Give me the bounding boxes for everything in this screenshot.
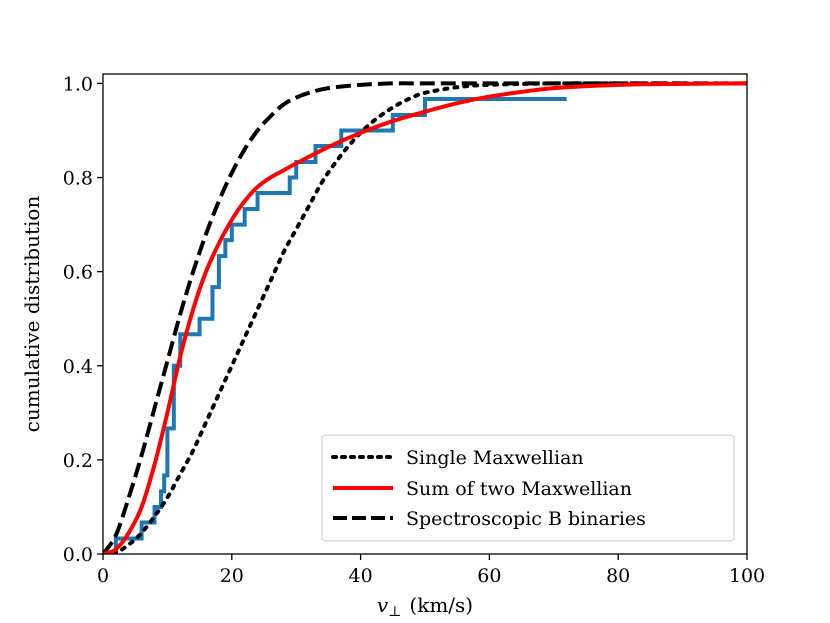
y-tick-label: 0.4: [63, 356, 93, 378]
x-axis-label: v⊥ (km/s): [377, 593, 473, 620]
plot-frame: [102, 73, 748, 555]
y-tick-label: 0.6: [63, 262, 93, 284]
single-maxwellian-line: [103, 81, 747, 554]
x-tick-label: 20: [220, 565, 244, 587]
x-tick-label: 60: [477, 565, 501, 587]
x-tick-label: 40: [349, 565, 373, 587]
spectroscopic-binaries-line: [103, 81, 747, 554]
y-axis-label: cumulative distribution: [20, 196, 44, 433]
x-tick-label: 100: [729, 565, 765, 587]
y-axis: 0.0 0.2 0.4 0.6 0.8 1.0: [63, 73, 103, 566]
legend: Single Maxwellian Sum of two Maxwellian …: [321, 434, 735, 542]
legend-label-sum: Sum of two Maxwellian: [406, 478, 632, 500]
legend-label-single: Single Maxwellian: [406, 447, 584, 469]
x-axis-label-unit: (km/s): [409, 593, 473, 617]
x-tick-label: 0: [97, 565, 109, 587]
legend-label-spectro: Spectroscopic B binaries: [406, 508, 646, 530]
x-tick-label: 80: [606, 565, 630, 587]
plot-area: [103, 81, 747, 554]
x-axis-label-subscript: ⊥: [388, 604, 401, 620]
sum-two-maxwellian-line: [103, 81, 747, 554]
y-tick-label: 0.0: [63, 544, 93, 566]
x-axis: 0 20 40 60 80 100: [97, 554, 765, 587]
y-tick-label: 0.8: [63, 168, 93, 190]
y-tick-label: 0.2: [63, 450, 93, 472]
legend-box: [321, 434, 735, 542]
y-tick-label: 1.0: [63, 73, 93, 95]
x-axis-label-symbol: v: [377, 593, 389, 617]
